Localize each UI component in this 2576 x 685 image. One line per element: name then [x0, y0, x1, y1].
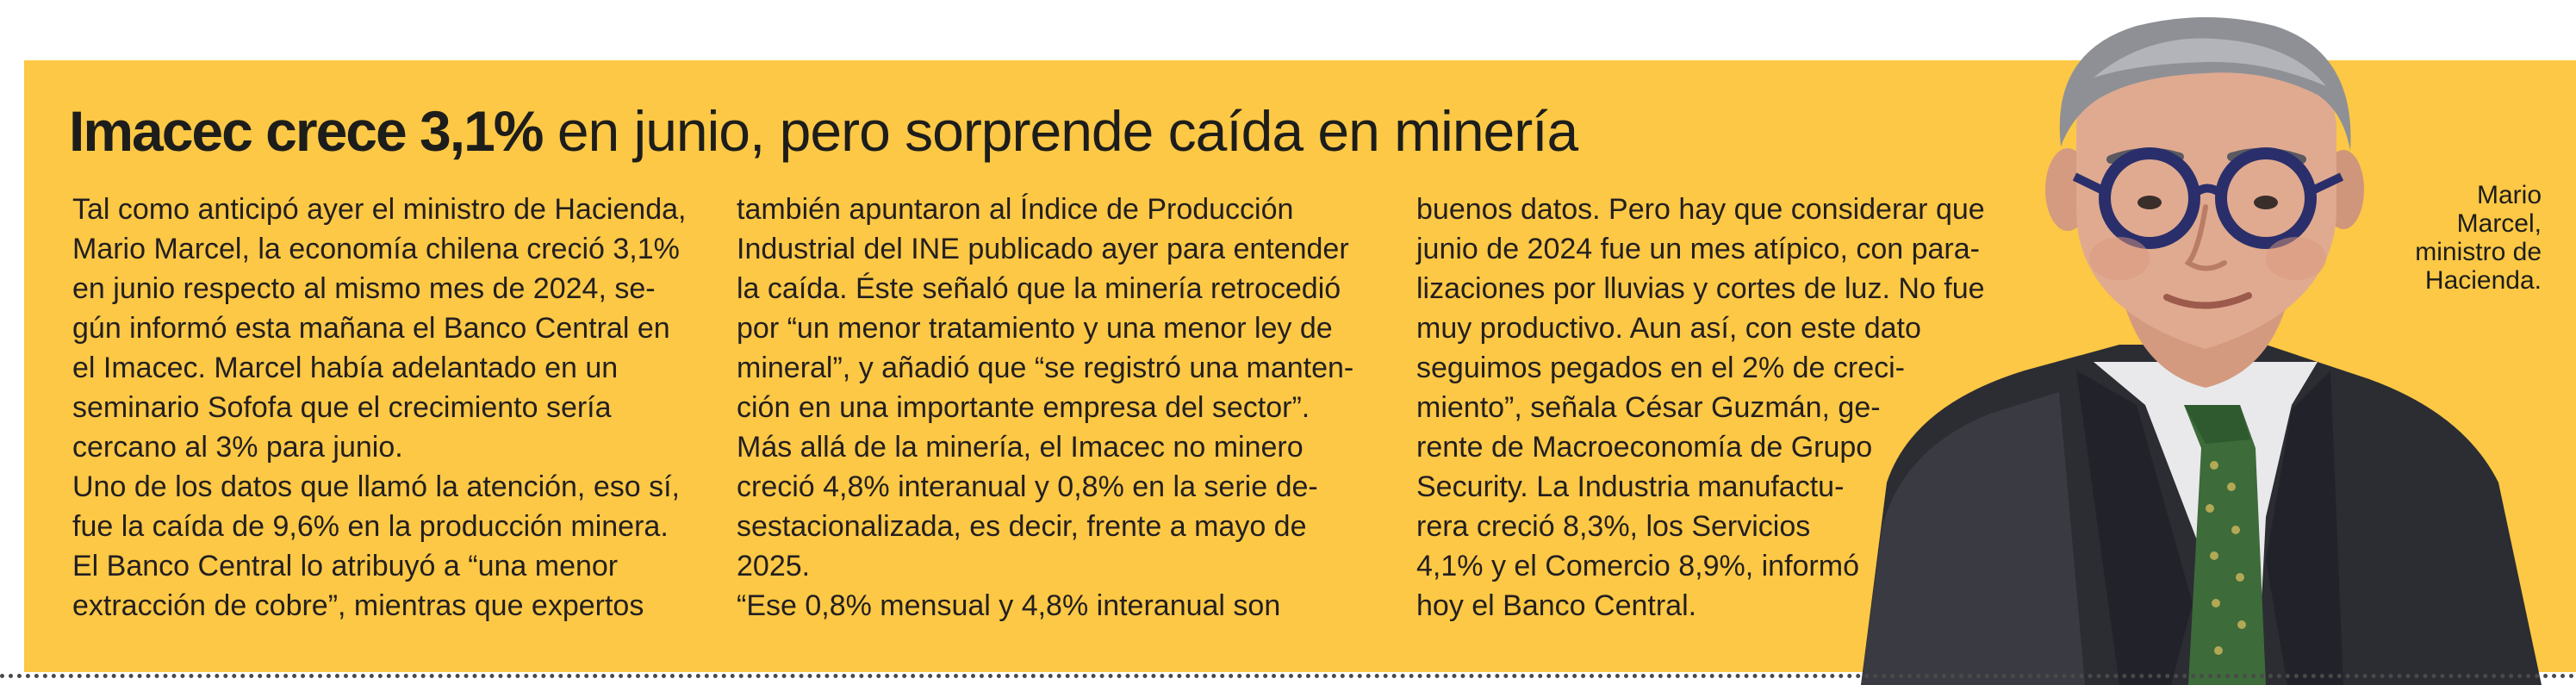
body-line: seminario Sofofa que el crecimiento serí…: [72, 391, 612, 424]
body-line: fue la caída de 9,6% en la producción mi…: [72, 510, 669, 543]
body-line: Mario Marcel, la economía chilena creció…: [72, 233, 680, 265]
body-line: en junio respecto al mismo mes de 2024, …: [72, 272, 656, 305]
body-line: junio de 2024 fue un mes atípico, con pa…: [1416, 233, 1980, 265]
dotted-divider: [0, 674, 2576, 678]
body-line: por “un menor tratamiento y una menor le…: [737, 312, 1333, 345]
body-line: hoy el Banco Central.: [1416, 589, 1697, 622]
headline: Imacec crece 3,1% en junio, pero sorpren…: [69, 97, 1578, 165]
body-line: sestacionalizada, es decir, frente a may…: [737, 510, 1307, 543]
body-line: Tal como anticipó ayer el ministro de Ha…: [72, 193, 687, 226]
body-line: el Imacec. Marcel había adelantado en un: [72, 352, 619, 384]
body-line: extracción de cobre”, mientras que exper…: [72, 589, 644, 622]
caption-line: Hacienda.: [2424, 266, 2542, 295]
body-line: Más allá de la minería, el Imacec no min…: [737, 431, 1304, 464]
body-line: rente de Macroeconomía de Grupo: [1416, 431, 1873, 464]
body-line: Industrial del INE publicado ayer para e…: [737, 233, 1349, 265]
photo-caption: Mario Marcel, ministro de Hacienda.: [2415, 181, 2542, 295]
body-line: cercano al 3% para junio.: [72, 431, 403, 464]
body-line: miento”, señala César Guzmán, ge-: [1416, 391, 1881, 424]
body-line: “Ese 0,8% mensual y 4,8% interanual son: [737, 589, 1281, 622]
body-line: rera creció 8,3%, los Servicios: [1416, 510, 1811, 543]
body-line: lizaciones por lluvias y cortes de luz. …: [1416, 272, 1985, 305]
body-line: también apuntaron al Índice de Producció…: [737, 193, 1294, 226]
body-line: ción en una importante empresa del secto…: [737, 391, 1310, 424]
body-line: muy productivo. Aun así, con este dato: [1416, 312, 1921, 345]
body-line: seguimos pegados en el 2% de creci-: [1416, 352, 1905, 384]
article-column-2: también apuntaron al Índice de Producció…: [737, 190, 1353, 626]
caption-line: Mario: [2476, 181, 2542, 209]
body-line: El Banco Central lo atribuyó a “una meno…: [72, 550, 619, 582]
portrait-photo: [1861, 17, 2542, 685]
article-column-3: buenos datos. Pero hay que considerar qu…: [1416, 190, 1985, 626]
caption-line: Marcel,: [2456, 209, 2542, 238]
headline-lead: Imacec crece 3,1%: [69, 99, 544, 163]
article-column-1: Tal como anticipó ayer el ministro de Ha…: [72, 190, 686, 626]
body-line: mineral”, y añadió que “se registró una …: [737, 352, 1354, 384]
body-line: Security. La Industria manufactu-: [1416, 470, 1845, 503]
body-line: 2025.: [737, 550, 811, 582]
body-line: buenos datos. Pero hay que considerar qu…: [1416, 193, 1985, 226]
headline-rest: en junio, pero sorprende caída en minerí…: [557, 99, 1578, 163]
body-line: la caída. Éste señaló que la minería ret…: [737, 272, 1341, 305]
body-line: 4,1% y el Comercio 8,9%, informó: [1416, 550, 1859, 582]
body-line: Uno de los datos que llamó la atención, …: [72, 470, 680, 503]
body-line: creció 4,8% interanual y 0,8% en la seri…: [737, 470, 1318, 503]
caption-line: ministro de: [2415, 238, 2542, 266]
body-line: gún informó esta mañana el Banco Central…: [72, 312, 670, 345]
